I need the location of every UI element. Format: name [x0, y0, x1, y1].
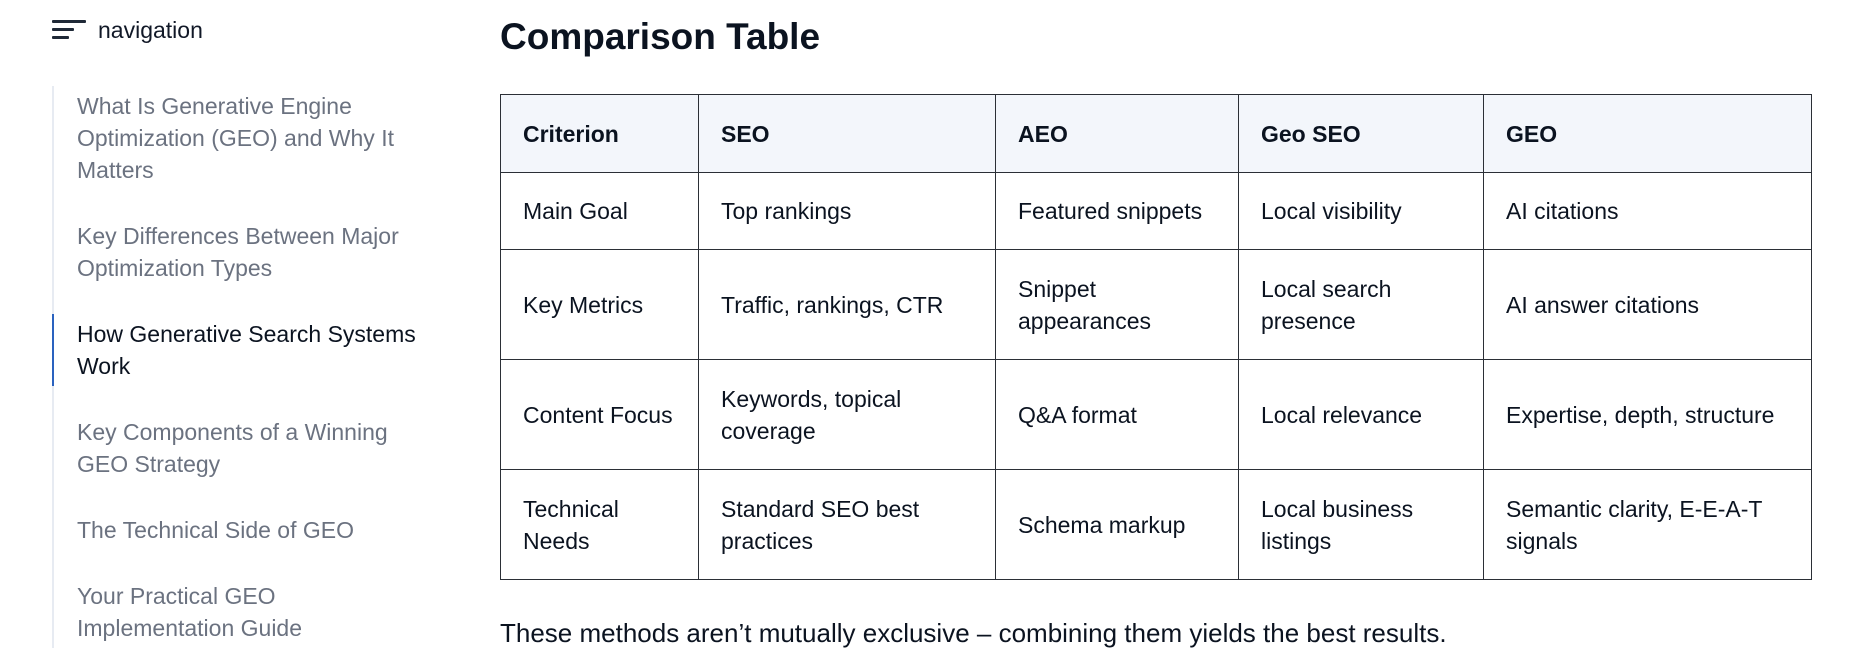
column-header-geo: GEO	[1483, 94, 1812, 173]
sidebar-item-label: The Technical Side of GEO	[77, 517, 354, 543]
column-header-criterion: Criterion	[500, 94, 699, 173]
table-cell: Q&A format	[995, 359, 1239, 470]
table-cell: Traffic, rankings, CTR	[698, 249, 996, 360]
sidebar-item-what-is-geo[interactable]: What Is Generative Engine Optimization (…	[54, 86, 434, 190]
comparison-table: Criterion SEO AEO Geo SEO GEO Main Goal …	[500, 94, 1812, 580]
table-cell: Standard SEO best practices	[698, 469, 996, 580]
table-cell: Technical Needs	[500, 469, 699, 580]
table-header-row: Criterion SEO AEO Geo SEO GEO	[500, 94, 1812, 173]
table-cell: Snippet appearances	[995, 249, 1239, 360]
sidebar-nav-list: What Is Generative Engine Optimization (…	[52, 86, 452, 648]
table-row: Main Goal Top rankings Featured snippets…	[500, 172, 1812, 250]
table-cell: AI citations	[1483, 172, 1812, 250]
table-cell: Local business listings	[1238, 469, 1484, 580]
sidebar-item-label: How Generative Search Systems Work	[77, 321, 416, 379]
table-cell: Expertise, depth, structure	[1483, 359, 1812, 470]
table-cell: Key Metrics	[500, 249, 699, 360]
table-row: Technical Needs Standard SEO best practi…	[500, 469, 1812, 580]
sidebar-item-label: Key Differences Between Major Optimizati…	[77, 223, 399, 281]
sidebar-item-key-components[interactable]: Key Components of a Winning GEO Strategy	[54, 412, 434, 484]
table-row: Key Metrics Traffic, rankings, CTR Snipp…	[500, 249, 1812, 360]
hamburger-menu-icon	[52, 18, 86, 42]
table-cell: Semantic clarity, E-E-A-T signals	[1483, 469, 1812, 580]
sidebar-item-label: Key Components of a Winning GEO Strategy	[77, 419, 388, 477]
table-cell: Local visibility	[1238, 172, 1484, 250]
table-footnote: These methods aren’t mutually exclusive …	[500, 618, 1447, 648]
column-header-geo-seo: Geo SEO	[1238, 94, 1484, 173]
table-cell: Content Focus	[500, 359, 699, 470]
sidebar-item-technical-side[interactable]: The Technical Side of GEO	[54, 510, 434, 550]
navigation-title: navigation	[98, 16, 203, 43]
column-header-aeo: AEO	[995, 94, 1239, 173]
table-cell: AI answer citations	[1483, 249, 1812, 360]
page-title: Comparison Table	[500, 16, 821, 57]
sidebar-item-label: Your Practical GEO Implementation Guide	[77, 583, 303, 641]
table-cell: Local relevance	[1238, 359, 1484, 470]
sidebar-item-how-generative-search-works[interactable]: How Generative Search Systems Work	[52, 314, 434, 386]
table-cell: Top rankings	[698, 172, 996, 250]
sidebar-item-key-differences[interactable]: Key Differences Between Major Optimizati…	[54, 216, 434, 288]
table-cell: Local search presence	[1238, 249, 1484, 360]
table-cell: Schema markup	[995, 469, 1239, 580]
table-cell: Main Goal	[500, 172, 699, 250]
table-cell: Keywords, topical coverage	[698, 359, 996, 470]
navigation-toggle[interactable]: navigation	[52, 14, 203, 46]
sidebar-item-label: What Is Generative Engine Optimization (…	[77, 93, 394, 183]
table-row: Content Focus Keywords, topical coverage…	[500, 359, 1812, 470]
sidebar-item-implementation-guide[interactable]: Your Practical GEO Implementation Guide	[54, 576, 434, 648]
table-cell: Featured snippets	[995, 172, 1239, 250]
column-header-seo: SEO	[698, 94, 996, 173]
